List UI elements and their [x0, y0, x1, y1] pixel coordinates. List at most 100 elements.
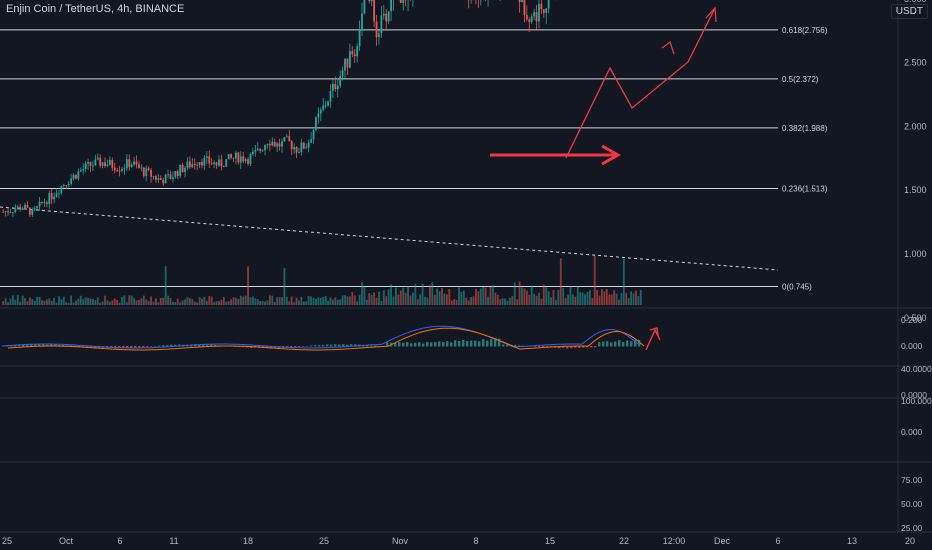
candle-body — [157, 178, 160, 180]
macd-histogram-bar — [598, 342, 601, 347]
candle-body — [7, 211, 9, 213]
candle-body — [322, 105, 325, 110]
volume-bar — [140, 298, 143, 305]
volume-bar — [123, 295, 126, 305]
volume-bar — [494, 292, 497, 305]
macd-histogram-bar — [270, 346, 273, 349]
candle-body — [273, 141, 276, 147]
candle-body — [329, 90, 332, 102]
candle-body — [220, 159, 223, 167]
macd-histogram-bar — [410, 343, 413, 347]
macd-histogram-bar — [346, 344, 349, 347]
macd-histogram-bar — [502, 344, 505, 347]
candle-body — [94, 159, 97, 166]
volume-bar — [584, 294, 586, 305]
candle-body — [324, 105, 327, 107]
candle-body — [302, 142, 305, 149]
candle-body — [36, 206, 39, 209]
volume-bar — [79, 295, 82, 305]
volume-bar — [511, 296, 514, 305]
volume-bar — [395, 287, 397, 305]
candle-body — [128, 159, 131, 167]
volume-bar — [45, 299, 48, 305]
volume-bar — [341, 295, 344, 305]
candle-body — [55, 193, 58, 197]
volume-bar — [65, 302, 68, 305]
candle-body — [232, 157, 235, 159]
volume-bar — [290, 296, 293, 305]
volume-bar — [491, 285, 494, 305]
macd-histogram-bar — [582, 346, 585, 348]
candle-body — [535, 12, 538, 22]
volume-bar — [361, 282, 363, 305]
time-axis-tick: 22 — [619, 536, 629, 546]
macd-histogram-bar — [30, 344, 33, 347]
volume-bar — [433, 294, 436, 305]
volume-bar — [528, 294, 531, 305]
macd-histogram-bar — [54, 344, 57, 347]
volume-bar — [82, 299, 85, 305]
candle-body — [125, 159, 128, 169]
volume-bar — [188, 298, 191, 305]
volume-bar — [627, 298, 630, 305]
macd-histogram-bar — [482, 339, 485, 347]
time-axis-tick: 11 — [169, 536, 178, 546]
volume-bar — [220, 299, 223, 305]
fib-level-label: 0.382(1.988) — [782, 124, 828, 133]
volume-bar — [424, 296, 426, 305]
macd-histogram-bar — [558, 346, 561, 349]
chart-title: Enjin Coin / TetherUS, 4h, BINANCE — [6, 3, 185, 15]
macd-histogram-bar — [398, 342, 401, 347]
volume-bar — [637, 296, 640, 305]
macd-histogram-bar — [34, 344, 37, 347]
candle-body — [288, 136, 291, 142]
candle-body — [133, 161, 136, 165]
pane-axis-tick: 40.0000 — [901, 364, 932, 374]
volume-bar — [24, 298, 26, 305]
candle-body — [181, 164, 184, 173]
volume-bar — [164, 266, 167, 305]
volume-bar — [193, 301, 196, 305]
candle-body — [528, 19, 531, 22]
candle-body — [26, 204, 29, 208]
volume-bar — [530, 285, 533, 305]
macd-histogram-bar — [170, 344, 173, 347]
candle-body — [256, 148, 259, 150]
volume-bar — [339, 299, 342, 305]
candle-body — [191, 163, 194, 168]
volume-bar — [588, 290, 591, 305]
candle-body — [130, 164, 133, 167]
volume-bar — [586, 292, 589, 305]
candle-body — [145, 168, 148, 176]
volume-bar — [157, 302, 160, 305]
macd-histogram-bar — [386, 342, 389, 347]
macd-histogram-bar — [470, 340, 473, 347]
candle-body — [339, 76, 342, 86]
volume-bar — [128, 295, 131, 305]
macd-histogram-bar — [78, 346, 81, 347]
volume-bar — [535, 295, 538, 305]
volume-bar — [441, 288, 443, 305]
volume-bar — [411, 292, 414, 305]
volume-bar — [94, 300, 97, 305]
volume-bar — [448, 289, 451, 305]
time-axis-tick: 25 — [2, 536, 12, 546]
currency-unit-button[interactable]: USDT — [890, 4, 928, 19]
candle-body — [155, 176, 157, 180]
candle-body — [140, 167, 143, 169]
candle-body — [542, 9, 545, 13]
candle-body — [361, 13, 363, 31]
volume-bar — [380, 301, 383, 305]
volume-bar — [53, 297, 56, 305]
macd-histogram-bar — [130, 346, 133, 348]
volume-bar — [21, 295, 24, 305]
volume-bar — [436, 288, 439, 305]
candle-body — [222, 166, 225, 168]
candle-body — [327, 101, 329, 106]
macd-histogram-bar — [586, 346, 589, 348]
volume-bar — [201, 298, 203, 305]
volume-bar — [346, 296, 349, 305]
candle-body — [547, 0, 550, 9]
macd-histogram-bar — [294, 346, 297, 348]
